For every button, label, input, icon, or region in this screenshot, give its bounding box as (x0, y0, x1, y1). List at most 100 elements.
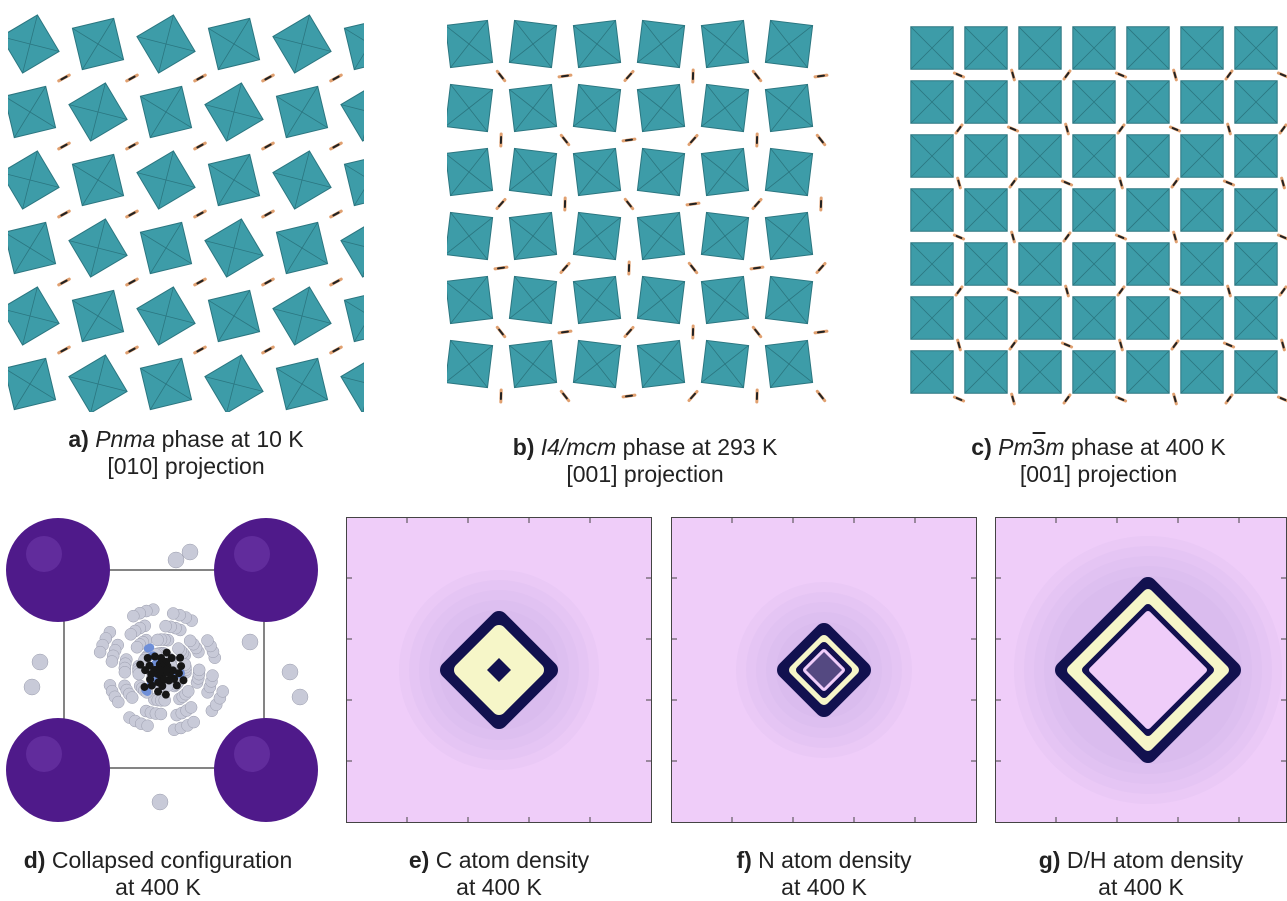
caption-g-letter: g) (1039, 847, 1061, 873)
hydrogen-atom (155, 708, 167, 720)
caption-f-text: N atom density (752, 847, 912, 873)
octahedron (273, 15, 331, 73)
molecule-core (61, 281, 66, 284)
octahedron (911, 189, 953, 231)
octahedron (573, 84, 620, 131)
octahedron (1073, 27, 1115, 69)
octahedron (447, 276, 493, 323)
hydrogen-atom (201, 635, 213, 647)
hydrogen-atom (119, 666, 131, 678)
molecule-core (1282, 181, 1283, 186)
hydrogen-atom (242, 634, 258, 650)
caption-d-letter: d) (24, 847, 46, 873)
carbon-atom (177, 662, 185, 670)
octahedron (1235, 297, 1277, 339)
octahedron (637, 276, 684, 323)
molecule-core (197, 281, 202, 284)
carbon-atom (146, 662, 154, 670)
caption-e: e) C atom density at 400 K (346, 847, 652, 901)
octahedron (1019, 351, 1061, 393)
octahedron (1127, 243, 1169, 285)
octahedron (447, 212, 493, 259)
octahedron (8, 15, 59, 73)
caption-d-temperature: at 400 K (115, 874, 201, 900)
octahedron (341, 355, 364, 412)
molecule-core (1066, 289, 1067, 294)
molecule-core (1282, 127, 1285, 131)
octahedron (276, 358, 327, 409)
molecule-core (818, 332, 824, 333)
octahedron (701, 276, 748, 323)
octahedron (137, 287, 195, 345)
octahedron (765, 84, 812, 131)
octahedron (637, 20, 684, 67)
molecule-core (1012, 235, 1013, 240)
octahedron (509, 148, 556, 195)
octahedron (965, 189, 1007, 231)
caption-a-letter: a) (68, 426, 88, 452)
halide-sphere (214, 718, 318, 822)
octahedron (8, 358, 56, 409)
carbon-atom (144, 654, 152, 662)
caption-a: a) Pnma phase at 10 K [010] projection (8, 426, 364, 480)
panel-a-structure (8, 14, 364, 412)
caption-c-phase-post: m (1045, 434, 1064, 460)
octahedron (509, 20, 556, 67)
octahedron (72, 290, 123, 341)
octahedron (273, 287, 331, 345)
octahedron (911, 351, 953, 393)
octahedron (1235, 189, 1277, 231)
octahedron (965, 27, 1007, 69)
octahedron (1181, 27, 1223, 69)
caption-e-text: C atom density (429, 847, 589, 873)
molecule-core (1120, 127, 1123, 131)
molecule-core (129, 145, 134, 148)
octahedron (1019, 81, 1061, 123)
caption-d: d) Collapsed configuration at 400 K (0, 847, 318, 901)
molecule-core (1174, 235, 1175, 240)
octahedron (573, 212, 620, 259)
octahedron (344, 18, 364, 69)
octahedron (1127, 81, 1169, 123)
octahedron (509, 84, 556, 131)
molecule-core (1066, 127, 1067, 132)
molecule-core (333, 77, 338, 80)
octahedron (911, 297, 953, 339)
molecule-core (1174, 343, 1177, 347)
hydrogen-atom (182, 544, 198, 560)
caption-c-projection: [001] projection (1020, 461, 1177, 487)
carbon-atom (168, 654, 176, 662)
octahedron (1235, 81, 1277, 123)
carbon-atom (179, 676, 187, 684)
molecule-core (265, 349, 270, 352)
molecule-core (129, 349, 134, 352)
octahedron (1235, 27, 1277, 69)
octahedron (1019, 297, 1061, 339)
panel-f-density (671, 517, 977, 823)
octahedron (1127, 351, 1169, 393)
n-atom-density-map (671, 517, 977, 823)
caption-b: b) I4/mcm phase at 293 K [001] projectio… (447, 434, 843, 488)
octahedron (1235, 351, 1277, 393)
hydrogen-atom (172, 643, 184, 655)
molecule-core (1066, 397, 1069, 401)
hydrogen-atom (127, 610, 139, 622)
hydrogen-atom (167, 607, 179, 619)
halide-sphere (214, 518, 318, 622)
octahedron (637, 212, 684, 259)
octahedron (140, 222, 191, 273)
halide-sphere-highlight (234, 736, 270, 772)
octahedron (447, 84, 493, 131)
octahedron (1181, 297, 1223, 339)
molecule-core (61, 213, 66, 216)
molecule-core (1282, 289, 1285, 293)
octahedron (205, 83, 263, 141)
hydrogen-atom (142, 720, 154, 732)
caption-e-temperature: at 400 K (456, 874, 542, 900)
dh-atom-density-map (995, 517, 1287, 823)
octahedron (69, 83, 127, 141)
octahedron (701, 20, 748, 67)
octahedron (701, 340, 748, 387)
panel-e-density (346, 517, 652, 823)
molecule-core (265, 145, 270, 148)
